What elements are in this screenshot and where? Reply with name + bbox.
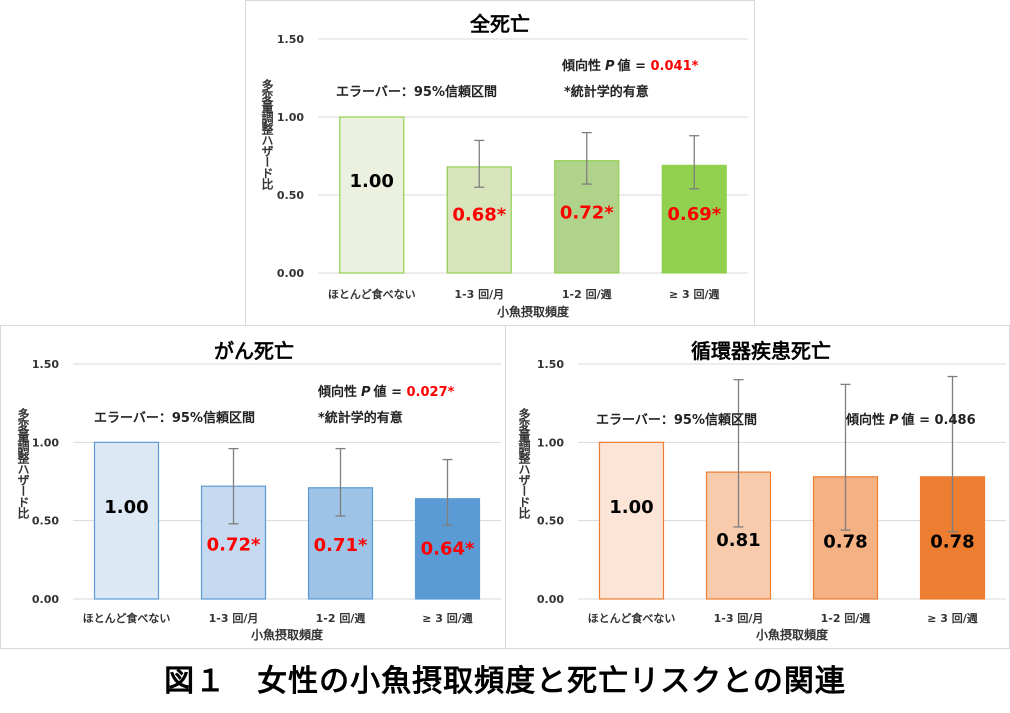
y-tick-label: 1.00	[32, 436, 59, 449]
x-tick-label: 1-2 回/週	[316, 611, 366, 625]
significance-note: *統計学的有意	[564, 84, 649, 100]
trend-label: 傾向性	[317, 384, 357, 400]
bar-value-label: 1.00	[350, 171, 394, 192]
errorbar-note: エラーバー：95%信頼区間	[336, 84, 497, 100]
chart-title: 循環器疾患死亡	[691, 339, 831, 363]
bar-value-label: 0.78	[930, 531, 974, 552]
x-tick-label: 1-2 回/週	[821, 611, 871, 625]
trend-value-prefix: 値 =	[901, 412, 935, 428]
x-axis-label: 小魚摂取頻度	[497, 304, 570, 319]
x-tick-label: 1-3 回/月	[209, 611, 259, 625]
trend-value: 0.486	[935, 413, 976, 428]
p-symbol: P	[361, 385, 371, 400]
bar-value-label: 0.72*	[560, 202, 614, 223]
x-axis-label: 小魚摂取頻度	[251, 627, 324, 642]
trend-p-value: 傾向性 P 値 = 0.486	[845, 412, 976, 428]
bar-value-label: 0.71*	[314, 535, 368, 556]
y-axis-label: 多変量調整ハザード比	[260, 78, 274, 191]
y-tick-label: 0.00	[32, 593, 59, 606]
y-tick-label: 0.50	[277, 189, 304, 202]
x-tick-label: ほとんど食べない	[588, 611, 676, 625]
trend-label: 傾向性	[561, 58, 601, 74]
cancer-mortality-chart: がん死亡 0.00 0.50 1.00 1.50 多変量調整ハザード比 1.00 ほとんど食べ…	[0, 325, 506, 649]
trend-p-value: 傾向性 P 値 = 0.041*	[561, 58, 699, 74]
y-tick-label: 0.00	[537, 593, 564, 606]
trend-value: 0.027*	[407, 385, 455, 400]
chart-title: がん死亡	[214, 339, 294, 363]
p-symbol: P	[605, 59, 615, 74]
chart-title: 全死亡	[469, 12, 530, 36]
x-tick-label: 1-2 回/週	[562, 287, 612, 301]
all-cause-mortality-chart: 全死亡 0.00 0.50 1.00 1.50 多変量調整ハザード比 1.00 ほとんど食べな…	[245, 0, 755, 326]
significance-note: *統計学的有意	[318, 410, 403, 426]
y-tick-label: 1.50	[277, 33, 304, 46]
bar	[661, 164, 727, 274]
bar	[339, 116, 405, 274]
x-tick-label: 1-3 回/月	[714, 611, 764, 625]
x-axis-label: 小魚摂取頻度	[756, 627, 829, 642]
trend-label: 傾向性	[845, 412, 885, 428]
trend-value: 0.041*	[651, 59, 699, 74]
y-axis-label: 多変量調整ハザード比	[16, 407, 30, 520]
y-tick-label: 1.00	[537, 436, 564, 449]
y-tick-label: 1.50	[32, 358, 59, 371]
errorbar-note: エラーバー：95%信頼区間	[596, 412, 757, 428]
bar-value-label: 0.81	[716, 530, 760, 551]
x-tick-label: ≥ 3 回/週	[669, 287, 720, 301]
trend-value-prefix: 値 =	[373, 384, 407, 400]
y-axis-label: 多変量調整ハザード比	[517, 407, 531, 520]
bar	[598, 441, 665, 600]
bar	[307, 487, 374, 600]
trend-p-value: 傾向性 P 値 = 0.027*	[317, 384, 455, 400]
x-tick-label: ≥ 3 回/週	[422, 611, 473, 625]
y-tick-label: 1.00	[277, 111, 304, 124]
bar-value-label: 0.72*	[207, 534, 261, 555]
y-tick-label: 0.00	[277, 267, 304, 280]
p-symbol: P	[889, 413, 899, 428]
bar-value-label: 0.78	[823, 531, 867, 552]
bar	[93, 441, 160, 600]
bar-value-label: 1.00	[104, 497, 148, 518]
x-tick-label: ほとんど食べない	[83, 611, 171, 625]
y-tick-label: 0.50	[32, 515, 59, 528]
errorbar-note: エラーバー：95%信頼区間	[94, 410, 255, 426]
x-tick-label: 1-3 回/月	[454, 287, 504, 301]
bar-value-label: 0.69*	[667, 204, 721, 225]
figure-caption: 図１ 女性の小魚摂取頻度と死亡リスクとの関連	[164, 664, 846, 699]
bar-value-label: 0.68*	[452, 204, 506, 225]
cardiovascular-mortality-chart: 循環器疾患死亡 0.00 0.50 1.00 1.50 多変量調整ハザード比 1.00 ほとん…	[505, 325, 1010, 649]
x-tick-label: ≥ 3 回/週	[927, 611, 978, 625]
x-tick-label: ほとんど食べない	[328, 287, 416, 301]
bar-value-label: 1.00	[609, 497, 653, 518]
chart-svg: 循環器疾患死亡 0.00 0.50 1.00 1.50 多変量調整ハザード比 1.00 ほとん…	[517, 339, 1006, 642]
trend-value-prefix: 値 =	[617, 58, 651, 74]
y-tick-label: 0.50	[537, 515, 564, 528]
y-tick-label: 1.50	[537, 358, 564, 371]
bar-value-label: 0.64*	[421, 538, 475, 559]
